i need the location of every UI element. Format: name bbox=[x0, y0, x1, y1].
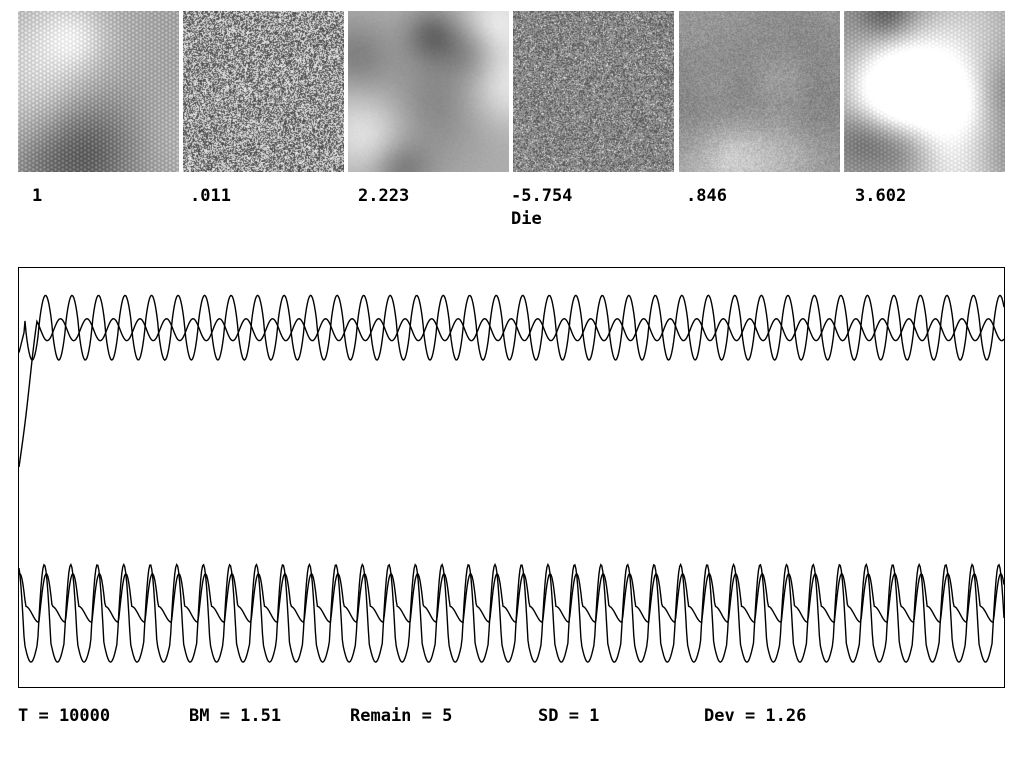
time-readout: T = 10000 bbox=[18, 706, 111, 726]
sd-readout: SD = 1 bbox=[538, 706, 600, 726]
panel-3-value: 2.223 bbox=[358, 186, 410, 206]
pattern-panel-2 bbox=[183, 11, 344, 172]
pattern-panel-4 bbox=[513, 11, 674, 172]
panel-6-value: 3.602 bbox=[855, 186, 907, 206]
panel-4-value: -5.754 bbox=[511, 186, 573, 206]
remain-readout: Remain = 5 bbox=[350, 706, 453, 726]
bm-readout: BM = 1.51 bbox=[189, 706, 282, 726]
pattern-panel-3 bbox=[348, 11, 509, 172]
panel-2-value: .011 bbox=[190, 186, 231, 206]
lower-trace-inner bbox=[19, 572, 1004, 624]
pattern-panel-6 bbox=[844, 11, 1005, 172]
upper-trace-inner bbox=[19, 318, 1004, 468]
panel-1-value: 1 bbox=[32, 186, 43, 206]
upper-trace-outer bbox=[19, 294, 1004, 361]
dev-readout: Dev = 1.26 bbox=[704, 706, 807, 726]
pattern-panel-1 bbox=[18, 11, 179, 172]
oscillation-plot bbox=[18, 267, 1005, 688]
lower-trace-outer bbox=[19, 562, 1004, 663]
pattern-panel-5 bbox=[679, 11, 840, 172]
panel-4-status: Die bbox=[511, 209, 542, 229]
panel-5-value: .846 bbox=[686, 186, 727, 206]
oscillation-traces bbox=[19, 294, 1004, 663]
